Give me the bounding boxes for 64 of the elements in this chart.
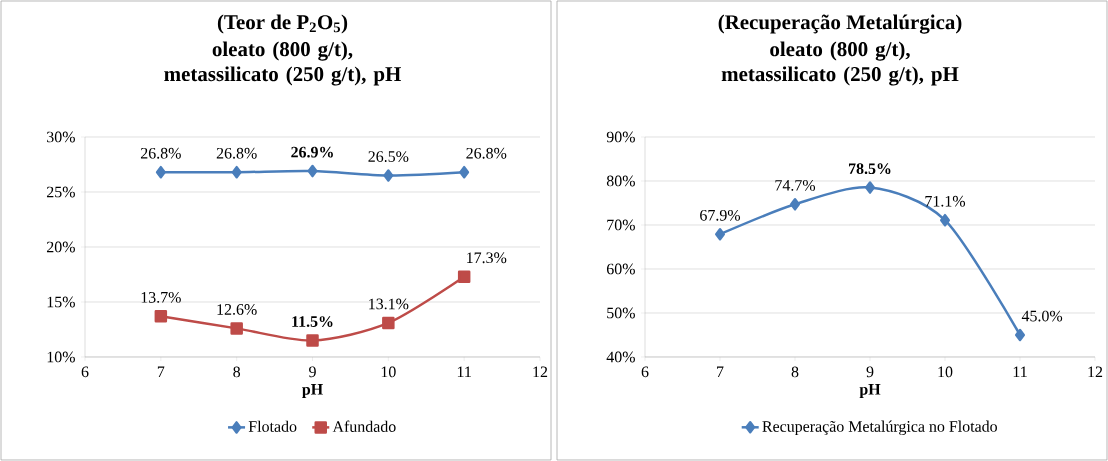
- y-tick-label: 90%: [606, 131, 635, 143]
- point: [306, 334, 319, 347]
- x-tick-label: 7: [717, 366, 724, 377]
- point: [307, 164, 318, 178]
- point: [459, 165, 470, 179]
- chart-subtitle: oleato (800 g/t), metassilicato (250 g/t), pH: [721, 41, 959, 86]
- x-tick-label: 6: [641, 366, 649, 378]
- point: [154, 310, 168, 323]
- y-tick-label: 20%: [46, 241, 75, 253]
- data-label: 45.0%: [1021, 310, 1063, 322]
- y-tick-label: 15%: [47, 296, 75, 308]
- point: [155, 165, 166, 179]
- x-tick-label: 12: [533, 366, 548, 378]
- data-label: 11.5%: [292, 316, 333, 327]
- chart-subtitle: oleato (800 g/t), metassilicato (250 g/t), pH: [164, 41, 401, 86]
- y-tick-label: 25%: [46, 186, 75, 198]
- point: [715, 227, 726, 241]
- data-label: 13.1%: [369, 298, 409, 310]
- data-label: 26.5%: [368, 151, 409, 162]
- x-tick-label: 12: [1088, 366, 1103, 378]
- point: [457, 270, 471, 283]
- x-tick-label: 11: [1013, 366, 1027, 378]
- x-tick-label: 11: [457, 366, 471, 378]
- x-tick-label: 8: [791, 366, 799, 378]
- point: [382, 316, 395, 330]
- data-label: 12.6%: [217, 304, 257, 315]
- data-label: 26.8%: [216, 147, 257, 159]
- point: [940, 213, 951, 227]
- x-tick-label: 7: [157, 366, 165, 377]
- legend-label: Recuperação Metalúrgica no Flotado: [762, 420, 997, 436]
- point: [790, 198, 801, 211]
- data-label: 26.8%: [466, 147, 507, 159]
- x-axis-title: pH: [859, 384, 881, 398]
- x-tick-label: 10: [938, 366, 953, 378]
- x-tick-label: 8: [233, 366, 241, 378]
- data-label: 26.9%: [291, 146, 333, 158]
- x-tick-label: 9: [309, 366, 316, 378]
- legend-label: Flotado: [248, 420, 297, 432]
- data-label: 17.3%: [467, 252, 507, 264]
- chart-title: (Teor de P$_{2}$O$_{5}$): [217, 14, 348, 34]
- y-tick-label: 70%: [607, 219, 635, 231]
- point: [383, 169, 394, 182]
- chart-title: (Recuperação Metalúrgica): [718, 14, 962, 34]
- y-tick-label: 50%: [607, 307, 635, 319]
- point: [865, 181, 876, 194]
- point: [231, 165, 242, 179]
- x-tick-label: 10: [381, 366, 396, 378]
- y-tick-label: 30%: [47, 131, 75, 143]
- data-label: 71.1%: [925, 195, 966, 207]
- data-label: 26.8%: [140, 147, 181, 159]
- y-tick-label: 80%: [606, 175, 635, 187]
- point: [230, 322, 243, 335]
- y-tick-label: 40%: [606, 351, 635, 363]
- legend-label: Afundado: [332, 420, 396, 432]
- y-tick-label: 60%: [606, 263, 635, 275]
- x-tick-label: 9: [866, 366, 874, 378]
- data-label: 78.5%: [849, 163, 891, 175]
- point: [1015, 328, 1026, 342]
- y-tick-label: 10%: [47, 351, 75, 363]
- data-label: 13.7%: [141, 291, 181, 303]
- x-axis-title: pH: [302, 384, 323, 398]
- data-label: 74.7%: [775, 179, 816, 191]
- data-label: 67.9%: [700, 209, 741, 221]
- x-tick-label: 6: [81, 366, 89, 378]
